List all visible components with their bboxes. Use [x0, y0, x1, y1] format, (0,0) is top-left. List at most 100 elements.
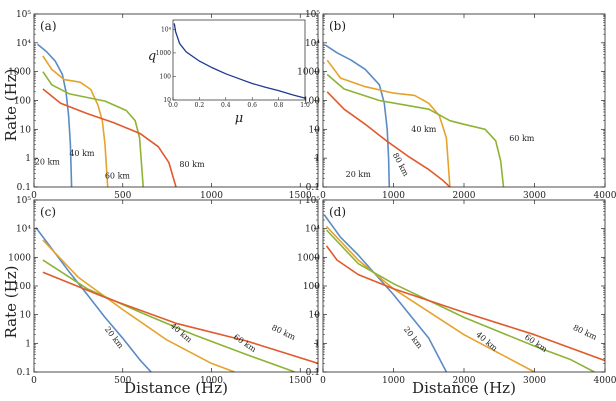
panel-a-ytick-label: 0.1	[17, 183, 31, 193]
x-axis-title-left: Distance (Hz)	[124, 379, 228, 397]
inset-frame	[172, 19, 306, 101]
panel-b-series-60-km	[326, 73, 505, 187]
panel-b-xtick-label: 2000	[453, 191, 476, 201]
panel-c-ytick-label: 1	[25, 339, 31, 349]
panel-a-ytick-label: 1	[25, 154, 31, 164]
inset-xtick-label: 0.4	[221, 102, 231, 109]
panel-a-line-label-60-km: 60 km	[105, 171, 131, 180]
panel-c-series-60-km	[42, 259, 296, 372]
panel-a-line-label-80-km: 80 km	[179, 160, 205, 169]
panel-a-xtick-label: 0	[31, 191, 37, 201]
panel-d-xtick-label: 2000	[453, 376, 476, 386]
panel-a-xtick-label: 500	[114, 191, 131, 201]
inset-xtick-label: 0.8	[274, 102, 284, 109]
panel-b-ytick-label: 100	[303, 97, 320, 107]
panel-c-ytick-label: 0.1	[17, 368, 31, 378]
panel-b-xtick-label: 0	[320, 191, 326, 201]
panel-a-series-60-km	[42, 71, 144, 187]
panel-c-ytick-label: 10	[20, 311, 32, 321]
panel-b-ytick-label: 10⁵	[305, 10, 320, 20]
panel-d-xtick-label: 0	[320, 376, 326, 386]
inset-plot: 0.0 0.2 0.4 0.6 0.8 1.0 10 100 1000 10⁴ μ q	[148, 19, 310, 126]
panel-d-series-80-km	[325, 245, 605, 362]
panel-a-series-40-km	[42, 55, 109, 187]
panel-b-ytick-label: 1000	[297, 68, 320, 78]
inset-ytick-label: 10⁴	[161, 26, 172, 33]
panel-a-ytick-label: 10⁵	[16, 10, 31, 20]
panel-a-ytick-label: 10⁴	[16, 39, 31, 49]
panel-b-ytick-label: 0.1	[306, 183, 320, 193]
panel-d-ytick-label: 1000	[297, 253, 320, 263]
inset-xtick-label: 0.6	[247, 102, 257, 109]
panel-b-frame	[322, 13, 606, 188]
inset-y-axis-title: q	[148, 49, 156, 64]
panel-a-xtick-label: 1000	[200, 191, 223, 201]
x-axis-title-right: Distance (Hz)	[412, 379, 516, 397]
panel-d-line-label-80-km: 80 km	[572, 323, 599, 342]
panel-a-line-label-40-km: 40 km	[69, 149, 95, 158]
y-axis-title-top: Rate (Hz)	[2, 69, 20, 142]
panel-a-ytick-label: 100	[14, 97, 31, 107]
panel-b-ytick-label: 1	[314, 154, 320, 164]
panel-b-xtick-label: 4000	[594, 191, 616, 201]
panel-a-series-20-km	[36, 43, 73, 187]
panel-a-line-label-20-km: 20 km	[35, 158, 61, 167]
panel-d-label: (d)	[329, 205, 346, 219]
panel-c-series-20-km	[35, 227, 152, 372]
panel-d-xtick-label: 3000	[523, 376, 546, 386]
panel-b-series-40-km	[326, 59, 451, 187]
panel-b: 0.1 1 10 100 1000 10⁴ 10⁵ 0 1000 2000 3000 4000 (b) 2…	[297, 10, 616, 201]
panel-c-xtick-label: 500	[114, 376, 131, 386]
panel-a-xtick-label: 1500	[289, 191, 312, 201]
panel-b-label: (b)	[329, 19, 346, 33]
panel-c-ytick-label: 100	[14, 282, 31, 292]
panel-d-series-60-km	[325, 229, 595, 372]
panel-b-series-20-km	[324, 44, 391, 187]
panel-d-frame	[322, 199, 606, 373]
panel-c-ytick-label: 1000	[8, 253, 31, 263]
panel-d-ytick-label: 0.1	[306, 368, 320, 378]
panel-c-xtick-label: 0	[31, 376, 37, 386]
panel-a: 0.1 1 10 100 1000 10⁴ 10⁵ 0 500 1000 1500 (a) 20 km 4…	[8, 10, 319, 201]
panel-c-series-80-km	[42, 271, 318, 365]
panel-b-series-80-km	[326, 91, 451, 187]
panel-b-ytick-label: 10	[309, 125, 321, 135]
panel-d-xtick-label: 4000	[594, 376, 616, 386]
panel-b-ytick-label: 10⁴	[305, 39, 320, 49]
panel-c-ytick-label: 10⁴	[16, 225, 31, 235]
panel-c-xtick-label: 1500	[289, 376, 312, 386]
panel-b-line-label-60-km: 60 km	[509, 134, 535, 143]
panel-a-ytick-label: 1000	[8, 68, 31, 78]
inset-curve	[173, 23, 306, 99]
y-axis-title-bottom: Rate (Hz)	[2, 266, 20, 339]
panel-b-xtick-label: 1000	[382, 191, 405, 201]
inset-ytick-label: 1000	[156, 50, 171, 57]
panel-c-ytick-label: 10⁵	[16, 196, 31, 206]
panel-b-line-label-40-km: 40 km	[411, 125, 437, 134]
panel-a-label: (a)	[40, 19, 57, 33]
panel-b-xtick-label: 3000	[523, 191, 546, 201]
panel-d-ytick-label: 10⁵	[305, 196, 320, 206]
panel-d-ytick-label: 1	[314, 339, 320, 349]
inset-ytick-label: 10	[163, 97, 171, 104]
panel-a-series-80-km	[42, 88, 177, 187]
panel-d-ytick-label: 10	[309, 311, 321, 321]
panel-c-line-label-80-km: 80 km	[270, 323, 297, 342]
inset-xtick-label: 0.0	[168, 102, 178, 109]
panel-c-label: (c)	[40, 205, 56, 219]
inset-ytick-label: 100	[160, 73, 172, 80]
panel-c-xtick-label: 1000	[200, 376, 223, 386]
panel-d-ytick-label: 10⁴	[305, 225, 320, 235]
inset-x-axis-title: μ	[235, 111, 243, 126]
inset-xtick-label: 0.2	[195, 102, 205, 109]
panel-a-ytick-label: 10	[20, 125, 32, 135]
inset-xtick-label: 1.0	[300, 102, 310, 109]
panel-d-series-20-km	[323, 214, 448, 372]
panel-b-line-label-20-km: 20 km	[346, 170, 372, 179]
panel-c-series-40-km	[42, 239, 235, 372]
panel-d-ytick-label: 100	[303, 282, 320, 292]
panel-d-xtick-label: 1000	[382, 376, 405, 386]
